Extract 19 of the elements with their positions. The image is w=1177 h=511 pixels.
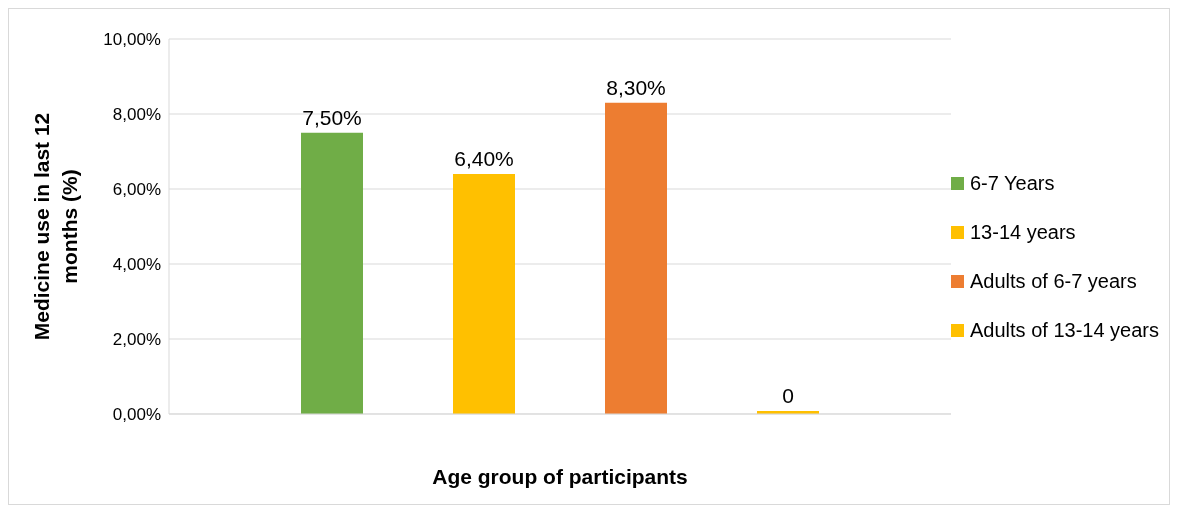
- y-tick-label: 4,00%: [112, 255, 161, 275]
- y-tick-label: 6,00%: [112, 180, 161, 200]
- data-label: 8,30%: [606, 75, 666, 99]
- bar: [605, 102, 667, 414]
- y-tick-label: 10,00%: [103, 30, 161, 50]
- y-tick-label: 2,00%: [112, 330, 161, 350]
- legend-label: 13-14 years: [970, 220, 1076, 244]
- data-label: 0: [782, 384, 794, 407]
- bar: [453, 174, 515, 414]
- data-label: 6,40%: [454, 147, 514, 170]
- data-label: 7,50%: [302, 105, 362, 129]
- y-tick-label: 0,00%: [112, 405, 161, 425]
- x-axis-title: Age group of participants: [432, 465, 688, 488]
- legend-label: Adults of 13-14 years: [970, 318, 1159, 342]
- y-tick-label: 8,00%: [112, 105, 161, 125]
- y-axis-title: Medicine use in last 12 months (%): [30, 112, 81, 341]
- bar: [301, 132, 363, 414]
- legend-label: Adults of 6-7 years: [970, 269, 1137, 293]
- legend-label: 6-7 Years: [970, 171, 1055, 195]
